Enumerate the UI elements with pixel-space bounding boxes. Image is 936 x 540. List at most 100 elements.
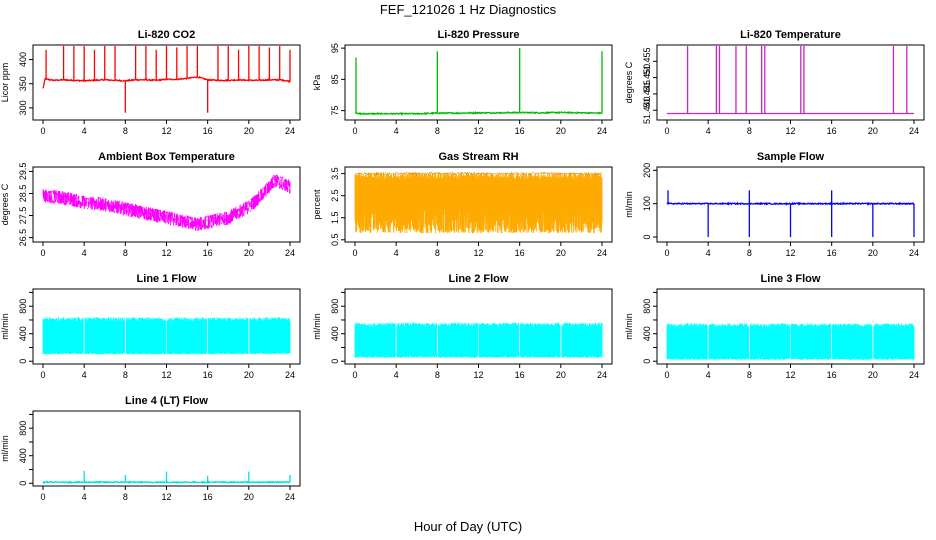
- x-tick-label: 12: [785, 126, 795, 136]
- x-tick-label: 12: [161, 370, 171, 380]
- y-tick-label: 0: [18, 359, 28, 364]
- figure-title: FEF_121026 1 Hz Diagnostics: [380, 2, 557, 17]
- y-tick-label: 0.5: [330, 234, 340, 247]
- x-tick-label: 0: [40, 492, 45, 502]
- series-9: [666, 323, 915, 360]
- panel-title: Line 4 (LT) Flow: [125, 395, 208, 407]
- x-tick-label: 4: [82, 248, 87, 258]
- y-axis-label: degrees C: [0, 183, 10, 225]
- y-tick-label: 28.5: [18, 185, 28, 203]
- y-axis-label: kPa: [312, 75, 322, 91]
- x-tick-label: 0: [40, 126, 45, 136]
- panel-title: Ambient Box Temperature: [98, 151, 235, 163]
- x-tick-label: 8: [435, 370, 440, 380]
- x-tick-label: 8: [747, 126, 752, 136]
- x-tick-label: 0: [352, 370, 357, 380]
- panel-8: Line 2 Flow ml/min 0 4 8 12 16 20 24 0 400 800: [312, 273, 613, 380]
- x-tick-label: 20: [868, 370, 878, 380]
- panel-title: Line 1 Flow: [137, 273, 197, 285]
- y-tick-label: 0: [642, 234, 652, 239]
- y-tick-label: 0: [642, 359, 652, 364]
- x-tick-label: 4: [706, 248, 711, 258]
- x-tick-label: 4: [706, 126, 711, 136]
- y-tick-label: 200: [642, 163, 652, 178]
- x-tick-label: 16: [515, 126, 525, 136]
- x-tick-label: 20: [244, 126, 254, 136]
- y-tick-label: 51.445: [642, 80, 652, 108]
- series-5: [354, 171, 603, 234]
- series-7: [42, 317, 291, 355]
- x-tick-label: 8: [123, 248, 128, 258]
- y-tick-label: 2.5: [330, 189, 340, 202]
- x-tick-label: 16: [203, 248, 213, 258]
- panel-title: Line 2 Flow: [449, 273, 509, 285]
- y-axis-label: ml/min: [624, 191, 634, 218]
- x-tick-label: 4: [394, 126, 399, 136]
- y-axis-label: ml/min: [312, 313, 322, 340]
- x-tick-label: 0: [352, 126, 357, 136]
- x-tick-label: 16: [203, 370, 213, 380]
- panel-10: Line 4 (LT) Flow ml/min 0 4 8 12 16 20 24 0 400 800: [0, 395, 301, 502]
- x-tick-label: 16: [827, 126, 837, 136]
- y-tick-label: 400: [642, 326, 652, 341]
- y-tick-label: 300: [18, 100, 28, 115]
- x-tick-label: 12: [473, 126, 483, 136]
- series-2: [354, 48, 603, 116]
- y-tick-label: 85: [330, 74, 340, 84]
- y-tick-label: 800: [330, 299, 340, 314]
- y-tick-label: 95: [330, 43, 340, 53]
- panel-title: Gas Stream RH: [438, 151, 518, 163]
- panel-1: Li-820 CO2 Licor ppm 0 4 8 12 16 20 24 300 350 400: [0, 29, 301, 136]
- x-tick-label: 12: [473, 248, 483, 258]
- plot-frame: [656, 44, 925, 121]
- x-tick-label: 0: [664, 126, 669, 136]
- series-line: [354, 110, 603, 116]
- y-tick-label: 26.5: [18, 229, 28, 247]
- panel-title: Li-820 Pressure: [438, 29, 520, 41]
- series-band: [354, 172, 603, 234]
- x-tick-label: 20: [868, 248, 878, 258]
- panel-9: Line 3 Flow ml/min 0 4 8 12 16 20 24 0 400 800: [624, 273, 925, 380]
- y-tick-label: 1.5: [330, 211, 340, 224]
- y-axis-label: degrees C: [624, 61, 634, 103]
- y-tick-label: 100: [642, 196, 652, 211]
- x-tick-label: 20: [556, 126, 566, 136]
- series-band: [42, 174, 291, 231]
- panel-title: Li-820 Temperature: [740, 29, 841, 41]
- x-tick-label: 0: [40, 370, 45, 380]
- x-tick-label: 24: [597, 126, 607, 136]
- y-tick-label: 800: [18, 299, 28, 314]
- x-tick-label: 24: [285, 126, 295, 136]
- x-tick-label: 8: [435, 248, 440, 258]
- y-tick-label: 29.5: [18, 163, 28, 181]
- x-tick-label: 12: [161, 492, 171, 502]
- y-tick-label: 400: [18, 52, 28, 67]
- x-tick-label: 4: [394, 248, 399, 258]
- x-tick-label: 24: [597, 248, 607, 258]
- panel-title: Li-820 CO2: [138, 29, 195, 41]
- x-tick-label: 24: [285, 492, 295, 502]
- x-tick-label: 0: [40, 248, 45, 258]
- x-tick-label: 16: [827, 370, 837, 380]
- series-4: [42, 174, 291, 231]
- x-tick-label: 0: [664, 248, 669, 258]
- x-tick-label: 12: [161, 248, 171, 258]
- y-axis-label: percent: [312, 189, 322, 220]
- x-tick-label: 8: [123, 370, 128, 380]
- x-tick-label: 24: [597, 370, 607, 380]
- panel-title: Line 3 Flow: [761, 273, 821, 285]
- x-tick-label: 4: [706, 370, 711, 380]
- y-tick-label: 51.440: [642, 96, 652, 124]
- y-tick-label: 27.5: [18, 207, 28, 225]
- y-tick-label: 0: [330, 359, 340, 364]
- x-tick-label: 8: [123, 492, 128, 502]
- y-axis-label: ml/min: [0, 435, 10, 462]
- panel-6: Sample Flow ml/min 0 4 8 12 16 20 24 0 100 200: [624, 151, 925, 258]
- y-tick-label: 400: [330, 326, 340, 341]
- x-tick-label: 12: [785, 248, 795, 258]
- x-tick-label: 16: [515, 248, 525, 258]
- series-8: [354, 322, 603, 358]
- x-tick-label: 4: [82, 126, 87, 136]
- series-band: [354, 322, 603, 358]
